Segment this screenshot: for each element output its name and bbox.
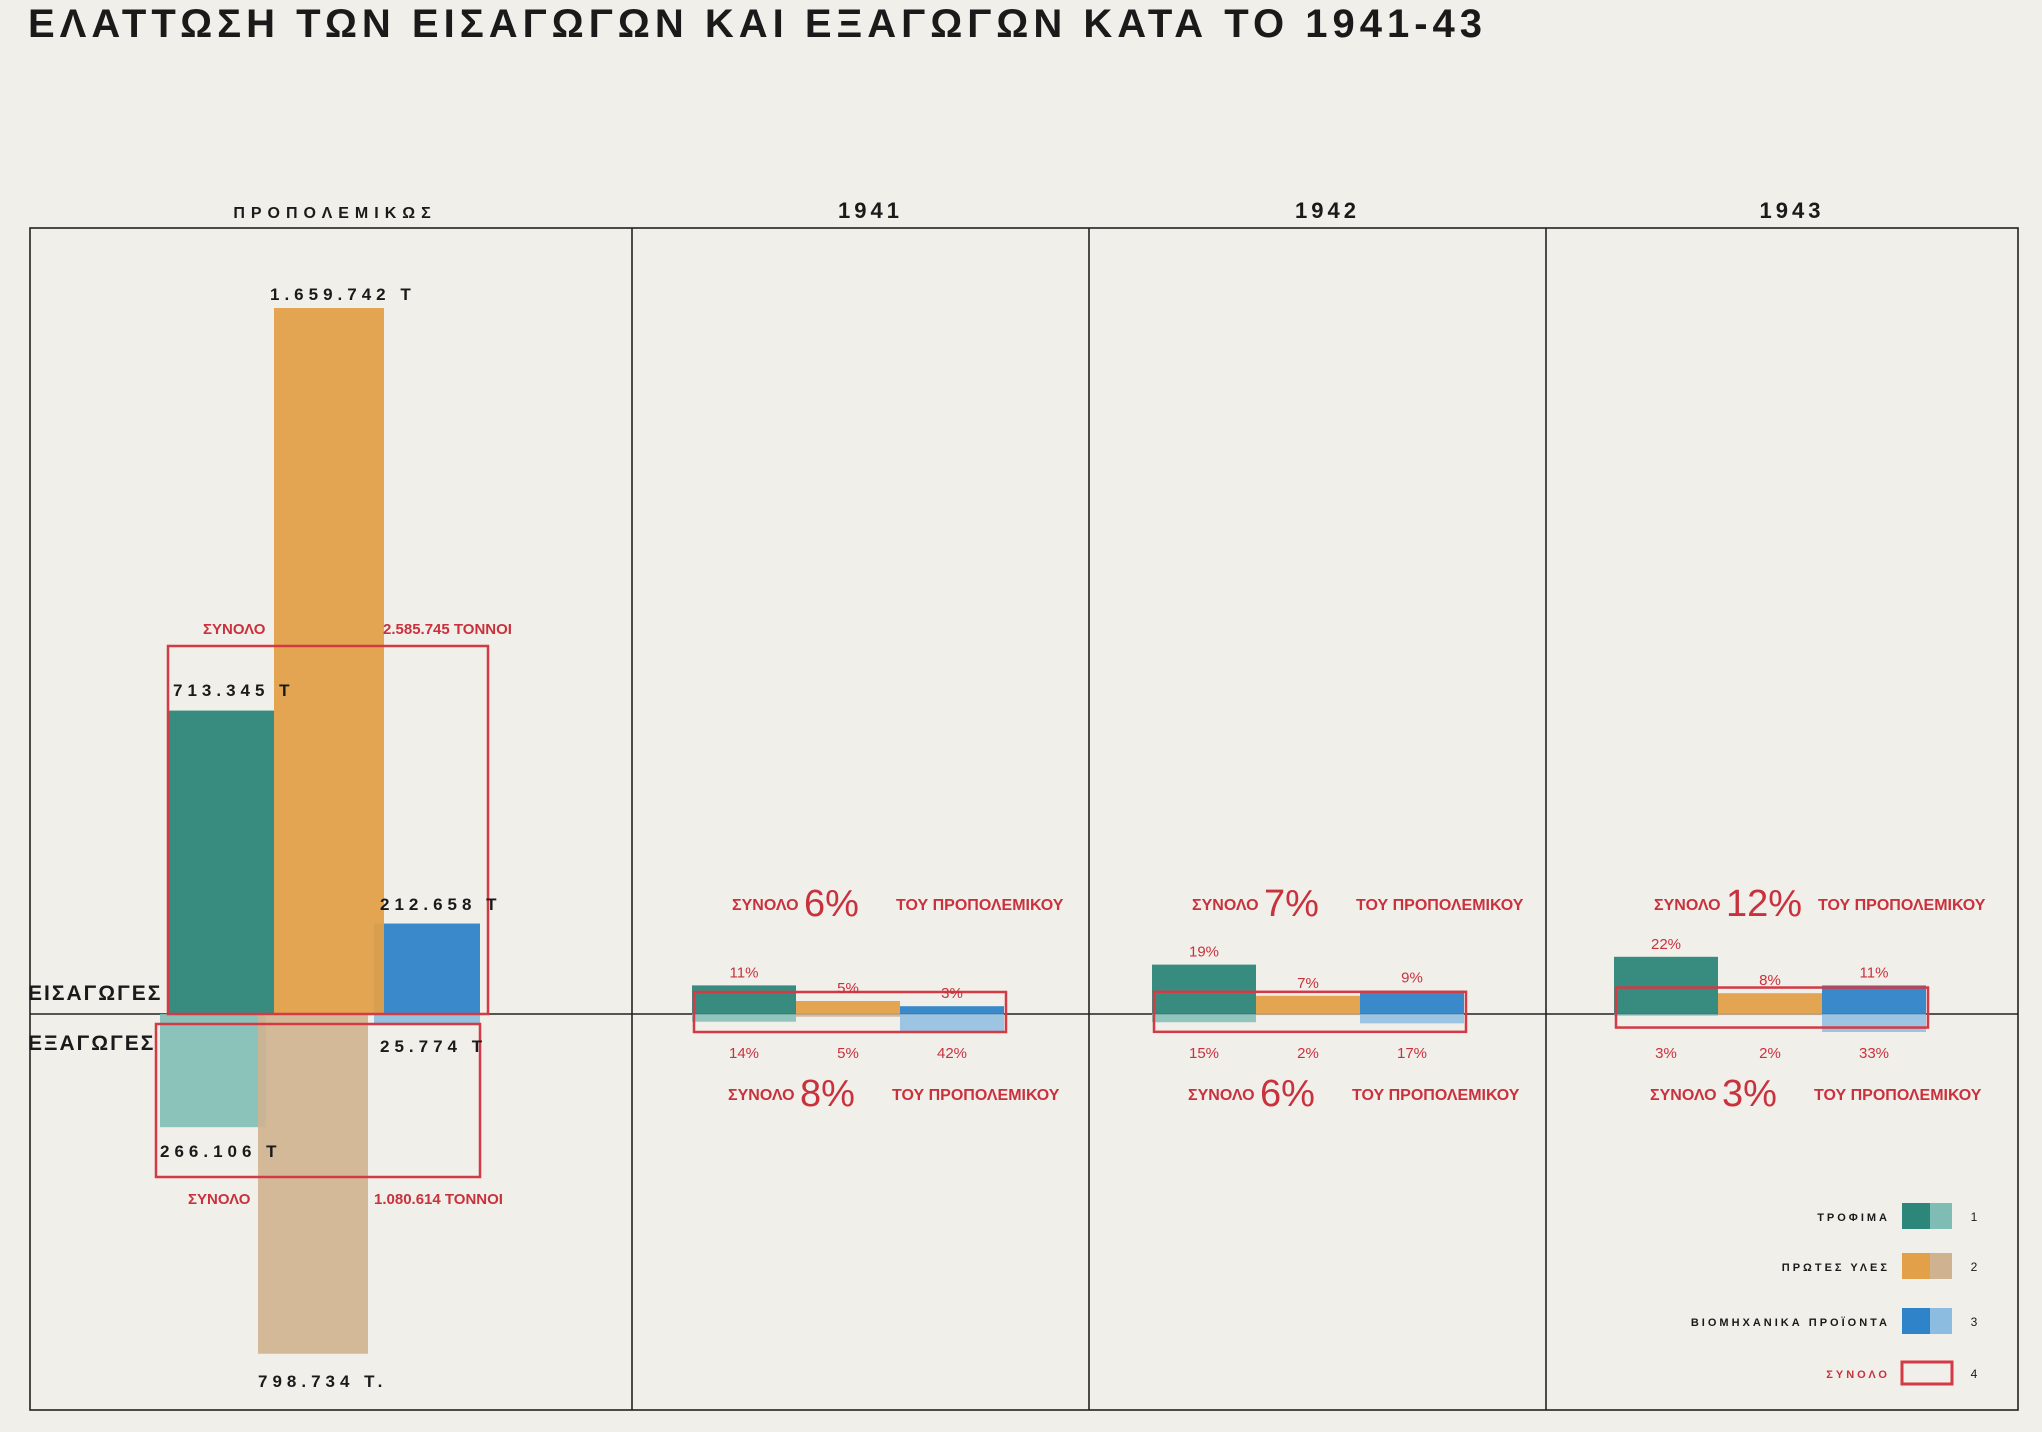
legend-swatch-export-1	[1930, 1203, 1952, 1229]
bar-1943-import-food	[1614, 956, 1718, 1014]
value-label-prewar-import-industrial: 212.658 T	[380, 895, 502, 914]
pct-label-1943-import-food: 22%	[1651, 936, 1681, 953]
total-pct-1941-imports: 6%	[804, 883, 859, 925]
pct-label-1943-import-industrial: 11%	[1860, 964, 1889, 981]
bar-1942-import-food	[1152, 964, 1256, 1014]
total-box-prewar-exports	[154, 1022, 482, 1179]
pct-label-1941-import-industrial: 3%	[941, 985, 963, 1002]
total-suffix-1943-exports: ΤΟΥ ΠΡΟΠΟΛΕΜΙΚΟΥ	[1814, 1087, 1982, 1104]
total-label-prewar-imports: ΣΥΝΟΛΟ	[203, 621, 266, 638]
total-value-prewar-exports: 1.080.614 ΤΟΝΝΟΙ	[374, 1191, 503, 1208]
value-label-prewar-import-raw: 1.659.742 T	[270, 285, 416, 304]
bar-1941-export-industrial	[900, 1014, 1004, 1032]
chart-frame	[29, 227, 2019, 1411]
total-suffix-1943-imports: ΤΟΥ ΠΡΟΠΟΛΕΜΙΚΟΥ	[1818, 897, 1986, 914]
bar-prewar-import-raw	[274, 308, 384, 1014]
total-box-1942	[1152, 990, 1468, 1034]
legend-swatch-import-3	[1902, 1308, 1930, 1334]
total-box-prewar-imports	[166, 644, 490, 1016]
bar-prewar-export-food	[160, 1014, 266, 1128]
total-prefix-1941-exports: ΣΥΝΟΛΟ	[728, 1087, 795, 1104]
bar-1942-export-raw	[1256, 1014, 1360, 1016]
legend-label-4: ΣΥΝΟΛΟ	[1826, 1369, 1890, 1381]
period-label-1942: 1942	[1295, 198, 1360, 223]
total-suffix-1942-imports: ΤΟΥ ΠΡΟΠΟΛΕΜΙΚΟΥ	[1356, 897, 1524, 914]
bar-prewar-import-industrial	[374, 923, 480, 1014]
total-box-1941	[692, 990, 1008, 1034]
legend-label-3: ΒΙΟΜΗΧΑΝΙΚΑ ΠΡΟΪΟΝΤΑ	[1691, 1316, 1890, 1329]
value-label-prewar-export-raw: 798.734 T.	[258, 1372, 387, 1391]
total-prefix-1943-imports: ΣΥΝΟΛΟ	[1654, 897, 1721, 914]
pct-label-1942-export-food: 15%	[1189, 1045, 1219, 1062]
total-prefix-1941-imports: ΣΥΝΟΛΟ	[732, 897, 799, 914]
bar-1942-import-raw	[1256, 995, 1360, 1014]
value-label-prewar-import-food: 713.345 T	[173, 681, 295, 700]
total-pct-1941-exports: 8%	[800, 1073, 855, 1115]
value-label-prewar-export-industrial: 25.774 T	[380, 1037, 487, 1056]
bar-1941-import-raw	[796, 1001, 900, 1014]
period-label-1943: 1943	[1760, 198, 1825, 223]
pct-label-1942-export-industrial: 17%	[1397, 1045, 1427, 1062]
pct-label-1943-export-industrial: 33%	[1859, 1045, 1889, 1062]
row-label-exports: ΕΞΑΓΩΓΕΣ	[28, 1032, 155, 1055]
total-box-1943	[1614, 986, 1930, 1029]
bar-1943-export-raw	[1718, 1014, 1822, 1016]
legend-swatch-import-1	[1902, 1203, 1930, 1229]
total-prefix-1943-exports: ΣΥΝΟΛΟ	[1650, 1087, 1717, 1104]
legend-label-1: ΤΡΟΦΙΜΑ	[1817, 1212, 1890, 1224]
total-value-prewar-imports: 2.585.745 ΤΟΝΝΟΙ	[383, 621, 512, 638]
pct-label-1942-import-raw: 7%	[1297, 975, 1319, 992]
bar-prewar-import-food	[168, 710, 274, 1014]
bar-1942-export-food	[1152, 1014, 1256, 1023]
bar-1943-import-industrial	[1822, 985, 1926, 1014]
legend-number-1: 1	[1971, 1210, 1978, 1224]
pct-label-1941-import-raw: 5%	[837, 980, 859, 997]
bar-1942-export-industrial	[1360, 1014, 1464, 1024]
bar-1941-export-food	[692, 1014, 796, 1022]
legend-swatch-total	[1900, 1360, 1954, 1386]
total-pct-1943-imports: 12%	[1726, 883, 1802, 925]
legend-number-4: 4	[1971, 1367, 1978, 1381]
legend-label-2: ΠΡΩΤΕΣ ΥΛΕΣ	[1782, 1262, 1890, 1274]
legend-number-3: 3	[1971, 1315, 1978, 1329]
total-suffix-1941-imports: ΤΟΥ ΠΡΟΠΟΛΕΜΙΚΟΥ	[896, 897, 1064, 914]
legend-number-2: 2	[1971, 1260, 1978, 1274]
row-label-imports: ΕΙΣΑΓΩΓΕΣ	[28, 982, 162, 1005]
pct-label-1941-export-raw: 5%	[837, 1045, 859, 1062]
total-suffix-1942-exports: ΤΟΥ ΠΡΟΠΟΛΕΜΙΚΟΥ	[1352, 1087, 1520, 1104]
bar-1941-import-industrial	[900, 1006, 1004, 1014]
total-pct-1943-exports: 3%	[1722, 1073, 1777, 1115]
pct-label-1941-import-food: 11%	[730, 964, 759, 981]
pct-label-1941-export-food: 14%	[729, 1045, 759, 1062]
bar-1943-export-food	[1614, 1014, 1718, 1016]
legend-swatch-export-3	[1930, 1308, 1952, 1334]
pct-label-1942-import-food: 19%	[1189, 944, 1219, 961]
bar-prewar-export-raw	[258, 1014, 368, 1354]
pct-label-1943-export-food: 3%	[1655, 1045, 1677, 1062]
bar-1942-import-industrial	[1360, 990, 1464, 1014]
period-label-prewar: ΠΡΟΠΟΛΕΜΙΚΩΣ	[233, 205, 436, 222]
bar-1943-export-industrial	[1822, 1014, 1926, 1032]
period-label-1941: 1941	[838, 198, 903, 223]
total-prefix-1942-imports: ΣΥΝΟΛΟ	[1192, 897, 1259, 914]
bar-1941-export-raw	[796, 1014, 900, 1017]
total-pct-1942-imports: 7%	[1264, 883, 1319, 925]
total-pct-1942-exports: 6%	[1260, 1073, 1315, 1115]
legend-swatch-import-2	[1902, 1253, 1930, 1279]
pct-label-1941-export-industrial: 42%	[937, 1045, 967, 1062]
pct-label-1943-import-raw: 8%	[1759, 972, 1781, 989]
total-label-prewar-exports: ΣΥΝΟΛΟ	[188, 1191, 251, 1208]
bar-prewar-export-industrial	[374, 1014, 480, 1025]
chart-title: ΕΛΑΤΤΩΣΗ ΤΩΝ ΕΙΣΑΓΩΓΩΝ ΚΑΙ ΕΞΑΓΩΓΩΝ ΚΑΤΑ…	[28, 2, 1488, 46]
total-prefix-1942-exports: ΣΥΝΟΛΟ	[1188, 1087, 1255, 1104]
legend-swatch-export-2	[1930, 1253, 1952, 1279]
bar-1941-import-food	[692, 985, 796, 1014]
bar-1943-import-raw	[1718, 993, 1822, 1014]
total-suffix-1941-exports: ΤΟΥ ΠΡΟΠΟΛΕΜΙΚΟΥ	[892, 1087, 1060, 1104]
pct-label-1942-import-industrial: 9%	[1401, 970, 1423, 987]
value-label-prewar-export-food: 266.106 T	[160, 1142, 282, 1161]
pct-label-1943-export-raw: 2%	[1759, 1045, 1781, 1062]
pct-label-1942-export-raw: 2%	[1297, 1045, 1319, 1062]
